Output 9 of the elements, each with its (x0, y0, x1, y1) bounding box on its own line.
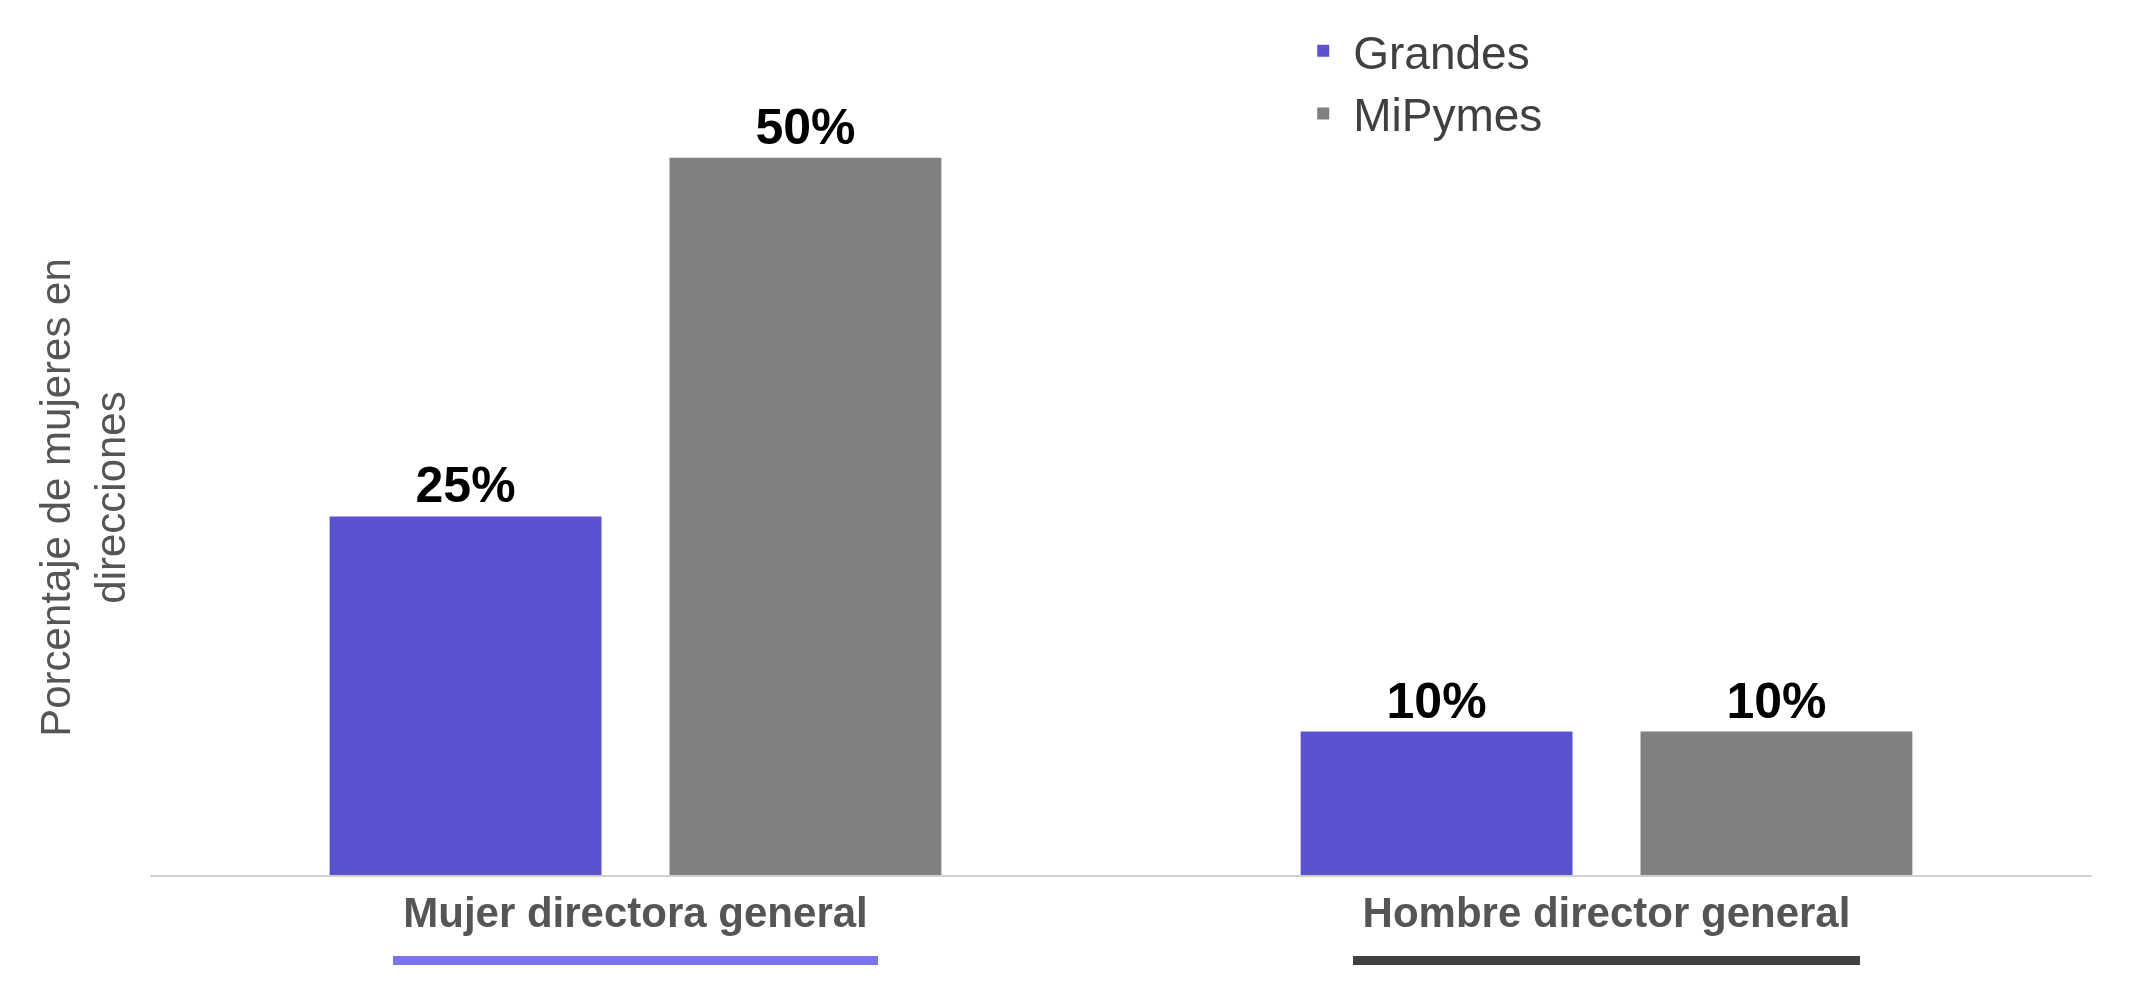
data-label: 10% (1726, 672, 1827, 729)
data-label: 10% (1386, 672, 1487, 729)
x-tick-label: Hombre director general (1362, 889, 1851, 937)
data-label: 50% (755, 98, 856, 155)
legend-label: MiPymes (1353, 89, 1543, 142)
y-axis-title: Porcentaje de mujeres en direcciones (32, 258, 134, 737)
legend-label: Grandes (1353, 26, 1530, 79)
data-label: 25% (415, 457, 516, 514)
x-tick-label: Mujer directora general (403, 889, 868, 937)
